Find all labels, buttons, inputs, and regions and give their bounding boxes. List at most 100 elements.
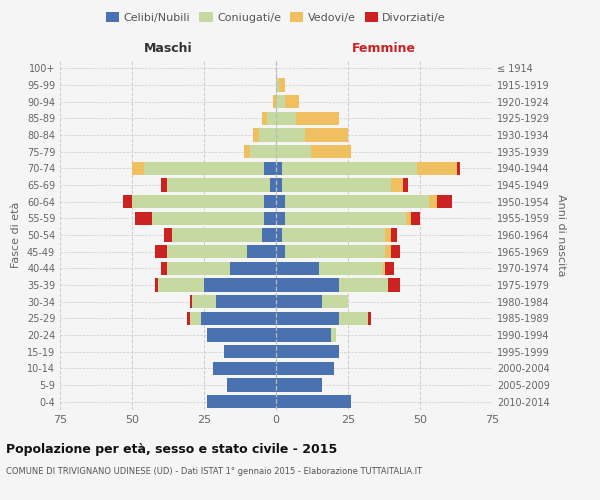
Bar	[187, 312, 190, 325]
Bar	[276, 128, 305, 141]
Bar	[276, 145, 311, 158]
Bar	[161, 178, 167, 192]
Bar	[224, 345, 276, 358]
Bar	[132, 195, 265, 208]
Bar	[230, 262, 276, 275]
Bar	[201, 312, 276, 325]
Bar	[212, 362, 276, 375]
Bar	[207, 328, 276, 342]
Bar	[270, 178, 276, 192]
Bar	[265, 195, 276, 208]
Bar	[276, 112, 296, 125]
Bar	[132, 162, 143, 175]
Bar	[383, 262, 385, 275]
Bar	[273, 95, 276, 108]
Text: Femmine: Femmine	[352, 42, 416, 55]
Bar	[253, 128, 259, 141]
Bar	[207, 395, 276, 408]
Bar	[164, 228, 172, 241]
Bar	[457, 162, 460, 175]
Bar	[385, 245, 391, 258]
Bar	[340, 278, 388, 291]
Bar	[158, 278, 204, 291]
Bar	[276, 162, 282, 175]
Bar	[135, 212, 152, 225]
Bar	[227, 378, 276, 392]
Bar	[190, 312, 201, 325]
Bar	[311, 145, 351, 158]
Bar	[276, 312, 340, 325]
Bar	[193, 295, 215, 308]
Bar	[259, 128, 276, 141]
Bar	[391, 228, 397, 241]
Bar	[296, 112, 340, 125]
Bar	[276, 345, 340, 358]
Bar	[319, 262, 383, 275]
Bar	[406, 212, 412, 225]
Bar	[244, 145, 250, 158]
Bar	[250, 145, 276, 158]
Bar	[276, 262, 319, 275]
Y-axis label: Anni di nascita: Anni di nascita	[556, 194, 566, 276]
Bar	[276, 178, 282, 192]
Bar	[276, 278, 340, 291]
Bar	[340, 312, 368, 325]
Bar	[368, 312, 371, 325]
Bar	[284, 95, 299, 108]
Bar	[262, 112, 268, 125]
Bar	[215, 295, 276, 308]
Bar	[276, 212, 284, 225]
Bar	[385, 262, 394, 275]
Bar	[190, 295, 193, 308]
Bar	[388, 278, 400, 291]
Bar	[276, 195, 284, 208]
Bar	[143, 162, 265, 175]
Bar	[276, 328, 331, 342]
Bar	[276, 245, 284, 258]
Bar	[282, 178, 391, 192]
Bar	[265, 162, 276, 175]
Legend: Celibi/Nubili, Coniugati/e, Vedovi/e, Divorziati/e: Celibi/Nubili, Coniugati/e, Vedovi/e, Di…	[101, 8, 451, 28]
Bar	[276, 378, 322, 392]
Bar	[322, 295, 348, 308]
Bar	[403, 178, 409, 192]
Bar	[284, 212, 406, 225]
Bar	[161, 262, 167, 275]
Bar	[282, 228, 385, 241]
Bar	[305, 128, 348, 141]
Bar	[167, 262, 230, 275]
Bar	[284, 195, 428, 208]
Bar	[417, 162, 457, 175]
Bar	[124, 195, 132, 208]
Text: Maschi: Maschi	[143, 42, 193, 55]
Bar	[276, 362, 334, 375]
Bar	[412, 212, 420, 225]
Bar	[428, 195, 437, 208]
Bar	[167, 178, 270, 192]
Bar	[284, 245, 385, 258]
Bar	[385, 228, 391, 241]
Text: COMUNE DI TRIVIGNANO UDINESE (UD) - Dati ISTAT 1° gennaio 2015 - Elaborazione TU: COMUNE DI TRIVIGNANO UDINESE (UD) - Dati…	[6, 468, 422, 476]
Bar	[262, 228, 276, 241]
Bar	[391, 178, 403, 192]
Bar	[331, 328, 337, 342]
Bar	[276, 228, 282, 241]
Bar	[282, 162, 417, 175]
Bar	[155, 278, 158, 291]
Bar	[152, 212, 265, 225]
Bar	[167, 245, 247, 258]
Bar	[204, 278, 276, 291]
Bar	[276, 95, 284, 108]
Bar	[279, 78, 284, 92]
Bar	[155, 245, 167, 258]
Bar	[247, 245, 276, 258]
Y-axis label: Fasce di età: Fasce di età	[11, 202, 21, 268]
Bar	[276, 295, 322, 308]
Bar	[437, 195, 452, 208]
Bar	[276, 395, 351, 408]
Bar	[172, 228, 262, 241]
Bar	[391, 245, 400, 258]
Bar	[265, 212, 276, 225]
Bar	[268, 112, 276, 125]
Text: Popolazione per età, sesso e stato civile - 2015: Popolazione per età, sesso e stato civil…	[6, 442, 337, 456]
